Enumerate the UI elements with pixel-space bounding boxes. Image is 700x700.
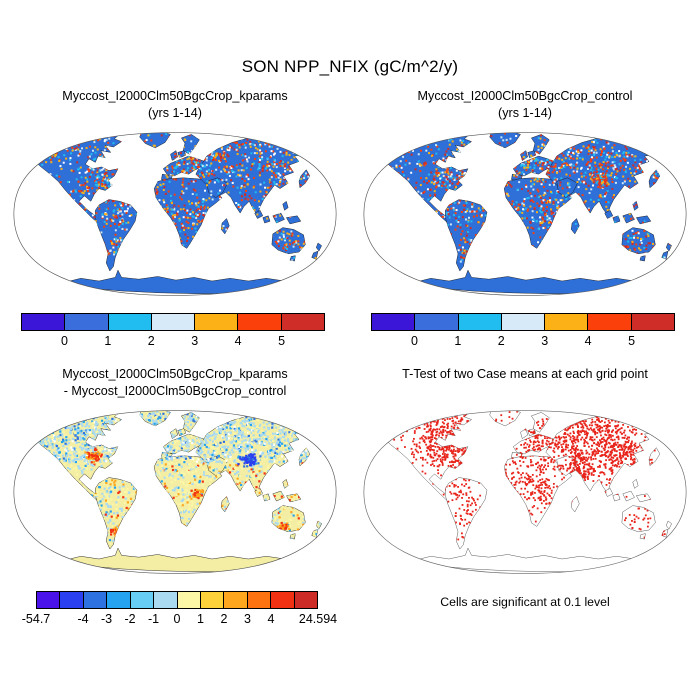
colorbar-strip xyxy=(371,313,675,331)
panel-difference: Myccost_I2000Clm50BgcCrop_kparams - Mycc… xyxy=(8,366,342,628)
panel-kparams-title: Myccost_I2000Clm50BgcCrop_kparams (yrs 1… xyxy=(8,88,342,122)
figure-title: SON NPP_NFIX (gC/m^2/y) xyxy=(241,57,459,76)
panel-ttest-title: T-Test of two Case means at each grid po… xyxy=(358,366,692,400)
colorbar-segment xyxy=(271,592,295,608)
colorbar-tick-label: 4 xyxy=(584,334,592,348)
colorbar-segment xyxy=(224,592,248,608)
colorbar-segment xyxy=(154,592,178,608)
colorbar-segment xyxy=(458,314,502,330)
colorbar-tick-label: 1 xyxy=(454,334,462,348)
colorbar-tick-labels: 0 1 2 3 4 5 xyxy=(371,334,675,350)
panel-difference-title-line1: Myccost_I2000Clm50BgcCrop_kparams xyxy=(62,367,288,381)
panel-ttest-title-line1: T-Test of two Case means at each grid po… xyxy=(402,367,648,381)
significance-caption: Cells are significant at 0.1 level xyxy=(440,595,610,609)
panel-control-title: Myccost_I2000Clm50BgcCrop_control (yrs 1… xyxy=(358,88,692,122)
map-outline xyxy=(363,132,687,296)
colorbar-segment xyxy=(22,314,66,330)
map-control xyxy=(363,132,687,296)
panel-control-title-line1: Myccost_I2000Clm50BgcCrop_control xyxy=(417,89,633,103)
colorbar-control: 0 1 2 3 4 5 xyxy=(371,313,675,350)
colorbar-tick-labels: -54.7 -4 -3 -2 -1 0 1 2 3 4 24.594 xyxy=(22,612,337,628)
colorbar-tick-label: 1 xyxy=(104,334,112,348)
colorbar-segment xyxy=(281,314,324,330)
colorbar-tick-label: 4 xyxy=(234,334,242,348)
map-ttest xyxy=(363,410,687,574)
colorbar-segment xyxy=(151,314,196,330)
colorbar-strip xyxy=(36,591,318,609)
colorbar-tick-label: 3 xyxy=(191,334,199,348)
colorbar-tick-label: -4 xyxy=(77,612,89,626)
panel-difference-title: Myccost_I2000Clm50BgcCrop_kparams - Mycc… xyxy=(8,366,342,400)
colorbar-segment xyxy=(195,314,239,330)
colorbar-segment xyxy=(588,314,632,330)
map-outline xyxy=(13,410,337,574)
colorbar-tick-label: -54.7 xyxy=(21,612,51,626)
colorbar-segment xyxy=(200,592,225,608)
colorbar-tick-label: 2 xyxy=(220,612,228,626)
panel-difference-title-line2: - Myccost_I2000Clm50BgcCrop_control xyxy=(63,383,287,398)
panel-kparams: Myccost_I2000Clm50BgcCrop_kparams (yrs 1… xyxy=(8,88,342,350)
colorbar-strip xyxy=(21,313,325,331)
panel-control-title-line2: (yrs 1-14) xyxy=(498,105,552,120)
colorbar-segment xyxy=(501,314,546,330)
colorbar-tick-label: 0 xyxy=(60,334,68,348)
map-difference xyxy=(13,410,337,574)
map-outline xyxy=(363,410,687,574)
panel-kparams-title-line2: (yrs 1-14) xyxy=(148,105,202,120)
colorbar-tick-label: 5 xyxy=(278,334,286,348)
panel-kparams-title-line1: Myccost_I2000Clm50BgcCrop_kparams xyxy=(62,89,288,103)
map-kparams xyxy=(13,132,337,296)
panel-ttest: T-Test of two Case means at each grid po… xyxy=(358,366,692,609)
colorbar-segment xyxy=(107,592,131,608)
colorbar-tick-label: -2 xyxy=(124,612,136,626)
colorbar-segment xyxy=(247,592,272,608)
colorbar-tick-label: 1 xyxy=(197,612,204,626)
colorbar-tick-label: -1 xyxy=(147,612,160,626)
colorbar-segment xyxy=(631,314,674,330)
colorbar-tick-label: 0 xyxy=(410,334,418,348)
colorbar-tick-label: 3 xyxy=(244,612,251,626)
colorbar-segment xyxy=(545,314,589,330)
colorbar-tick-label: 2 xyxy=(147,334,155,348)
colorbar-segment xyxy=(60,592,84,608)
colorbar-tick-label: 24.594 xyxy=(298,612,338,626)
landmass xyxy=(22,132,322,294)
colorbar-kparams: 0 1 2 3 4 5 xyxy=(21,313,325,350)
colorbar-segment xyxy=(108,314,152,330)
colorbar-segment xyxy=(37,592,61,608)
colorbar-segment xyxy=(65,314,109,330)
colorbar-difference: -54.7 -4 -3 -2 -1 0 1 2 3 4 24.594 xyxy=(22,591,337,628)
colorbar-tick-label: 3 xyxy=(541,334,549,348)
map-outline xyxy=(13,132,337,296)
colorbar-segment xyxy=(372,314,416,330)
colorbar-segment xyxy=(238,314,282,330)
colorbar-tick-labels: 0 1 2 3 4 5 xyxy=(21,334,325,350)
colorbar-segment xyxy=(83,592,108,608)
colorbar-tick-label: 0 xyxy=(173,612,181,626)
colorbar-segment xyxy=(294,592,318,608)
colorbar-segment xyxy=(177,592,201,608)
colorbar-tick-label: -3 xyxy=(100,612,113,626)
colorbar-segment xyxy=(130,592,155,608)
landmass xyxy=(372,410,672,572)
colorbar-segment xyxy=(415,314,459,330)
colorbar-tick-label: 4 xyxy=(267,612,275,626)
colorbar-tick-label: 2 xyxy=(497,334,505,348)
colorbar-tick-label: 5 xyxy=(628,334,636,348)
panel-control: Myccost_I2000Clm50BgcCrop_control (yrs 1… xyxy=(358,88,692,350)
